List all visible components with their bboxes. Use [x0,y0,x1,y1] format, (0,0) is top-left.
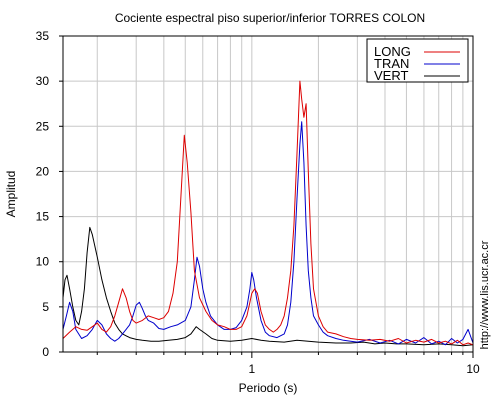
series-layer [62,80,474,347]
x-tick-label: 1 [248,362,255,376]
grid-lines [63,36,473,352]
legend-label-long: LONG [374,44,411,59]
x-axis-label: Periodo (s) [239,381,298,395]
y-tick-label: 20 [36,164,50,178]
x-tick-label: 10 [466,362,480,376]
y-tick-label: 30 [36,74,50,88]
y-tick-label: 10 [36,255,50,269]
legend-label-tran: TRAN [374,56,409,71]
series-line-vert [62,226,474,347]
y-tick-label: 25 [36,119,50,133]
y-axis-label: Amplitud [4,171,18,218]
y-axis: 0 5 10 15 20 25 30 35 [36,29,63,359]
credit-url: http://www.lis.ucr.ac.cr [479,240,491,349]
series-line-long [62,80,474,346]
y-tick-label: 35 [36,29,50,43]
y-tick-label: 0 [42,345,49,359]
x-axis: 1 10 [96,352,480,376]
legend-label-vert: VERT [374,68,408,83]
y-tick-label: 5 [42,300,49,314]
legend-box [366,38,469,83]
y-tick-label: 15 [36,210,50,224]
series-line-tran [62,121,474,346]
chart-title: Cociente espectral piso superior/inferio… [115,11,425,25]
plot-frame [62,35,474,353]
